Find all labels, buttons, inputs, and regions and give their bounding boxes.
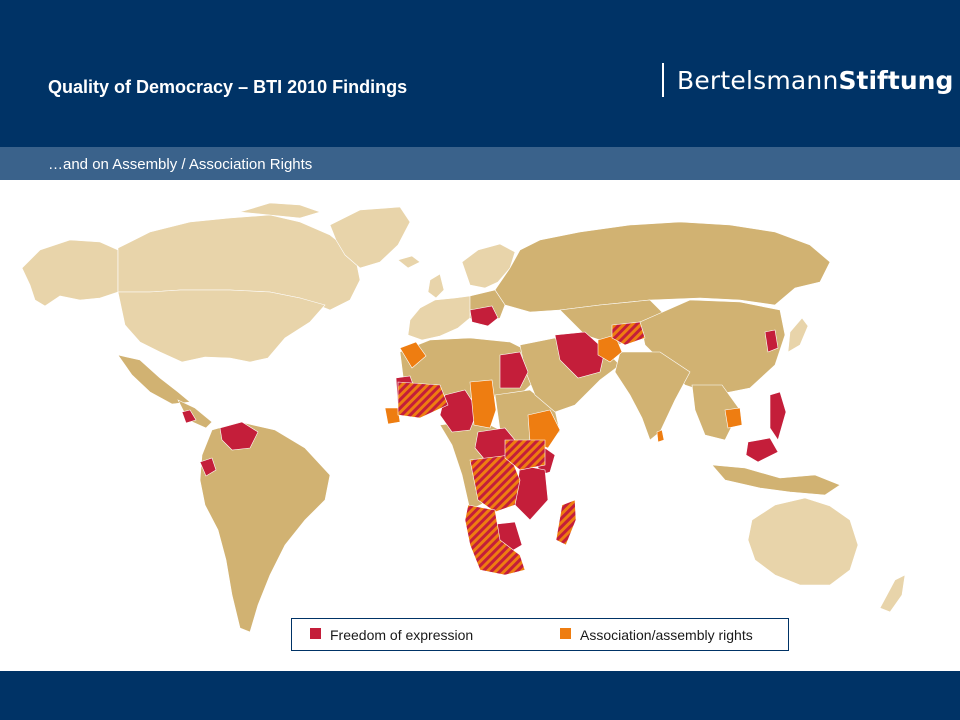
map-legend: Freedom of expression Association/assemb… bbox=[291, 618, 789, 651]
region-indonesia bbox=[711, 464, 841, 496]
region-iceland bbox=[397, 255, 421, 269]
legend-swatch-freedom bbox=[310, 628, 321, 639]
region-nicaragua bbox=[181, 409, 197, 424]
world-map bbox=[21, 202, 906, 633]
legend-swatch-association bbox=[560, 628, 571, 639]
region-new-zealand bbox=[879, 574, 906, 613]
page-title: Quality of Democracy – BTI 2010 Findings bbox=[48, 77, 408, 97]
region-west-central-africa bbox=[439, 389, 479, 433]
subtitle-bar bbox=[0, 147, 960, 180]
region-egypt bbox=[499, 351, 529, 389]
region-south-america bbox=[199, 421, 331, 633]
region-venezuela bbox=[219, 421, 259, 451]
region-niger-chad bbox=[469, 379, 497, 429]
region-ecuador bbox=[199, 457, 217, 477]
region-iran bbox=[554, 331, 606, 379]
brand-logo: BertelsmannStiftung bbox=[677, 66, 953, 95]
region-usa bbox=[117, 289, 326, 363]
region-russia bbox=[494, 221, 831, 313]
region-east-africa bbox=[514, 464, 549, 521]
region-sudan-hatched bbox=[504, 439, 546, 471]
region-south-asia bbox=[614, 351, 691, 441]
region-north-korea bbox=[764, 329, 779, 353]
region-canadian-arctic bbox=[239, 202, 321, 219]
region-greenland bbox=[329, 206, 411, 269]
brand-divider bbox=[662, 63, 664, 97]
region-philippines bbox=[769, 391, 787, 441]
region-australia bbox=[747, 497, 859, 586]
brand-logo-part1: Bertelsmann bbox=[677, 66, 839, 95]
region-turkey-belarus bbox=[469, 305, 499, 327]
region-central-asia-hatched bbox=[611, 321, 646, 346]
brand-logo-part2: Stiftung bbox=[838, 66, 954, 95]
region-western-europe bbox=[407, 295, 479, 341]
legend-label-freedom: Freedom of expression bbox=[330, 627, 474, 643]
footer-bar bbox=[0, 671, 960, 720]
region-mexico bbox=[117, 354, 191, 405]
region-southern-africa-hatched bbox=[464, 504, 526, 576]
region-sri-lanka bbox=[656, 429, 665, 443]
region-malaysia bbox=[745, 437, 779, 463]
region-west-africa-hatched bbox=[397, 381, 449, 419]
region-ethiopia bbox=[527, 409, 561, 449]
region-cambodia bbox=[724, 407, 743, 429]
header-bar bbox=[0, 0, 960, 147]
region-uk bbox=[427, 273, 445, 299]
region-madagascar-hatched bbox=[555, 499, 577, 546]
region-morocco bbox=[399, 341, 427, 369]
legend-label-association: Association/assembly rights bbox=[580, 627, 753, 643]
region-alaska bbox=[21, 239, 119, 307]
page-subtitle: …and on Assembly / Association Rights bbox=[48, 156, 313, 173]
region-guinea-coast bbox=[384, 407, 401, 425]
region-japan bbox=[787, 317, 809, 353]
